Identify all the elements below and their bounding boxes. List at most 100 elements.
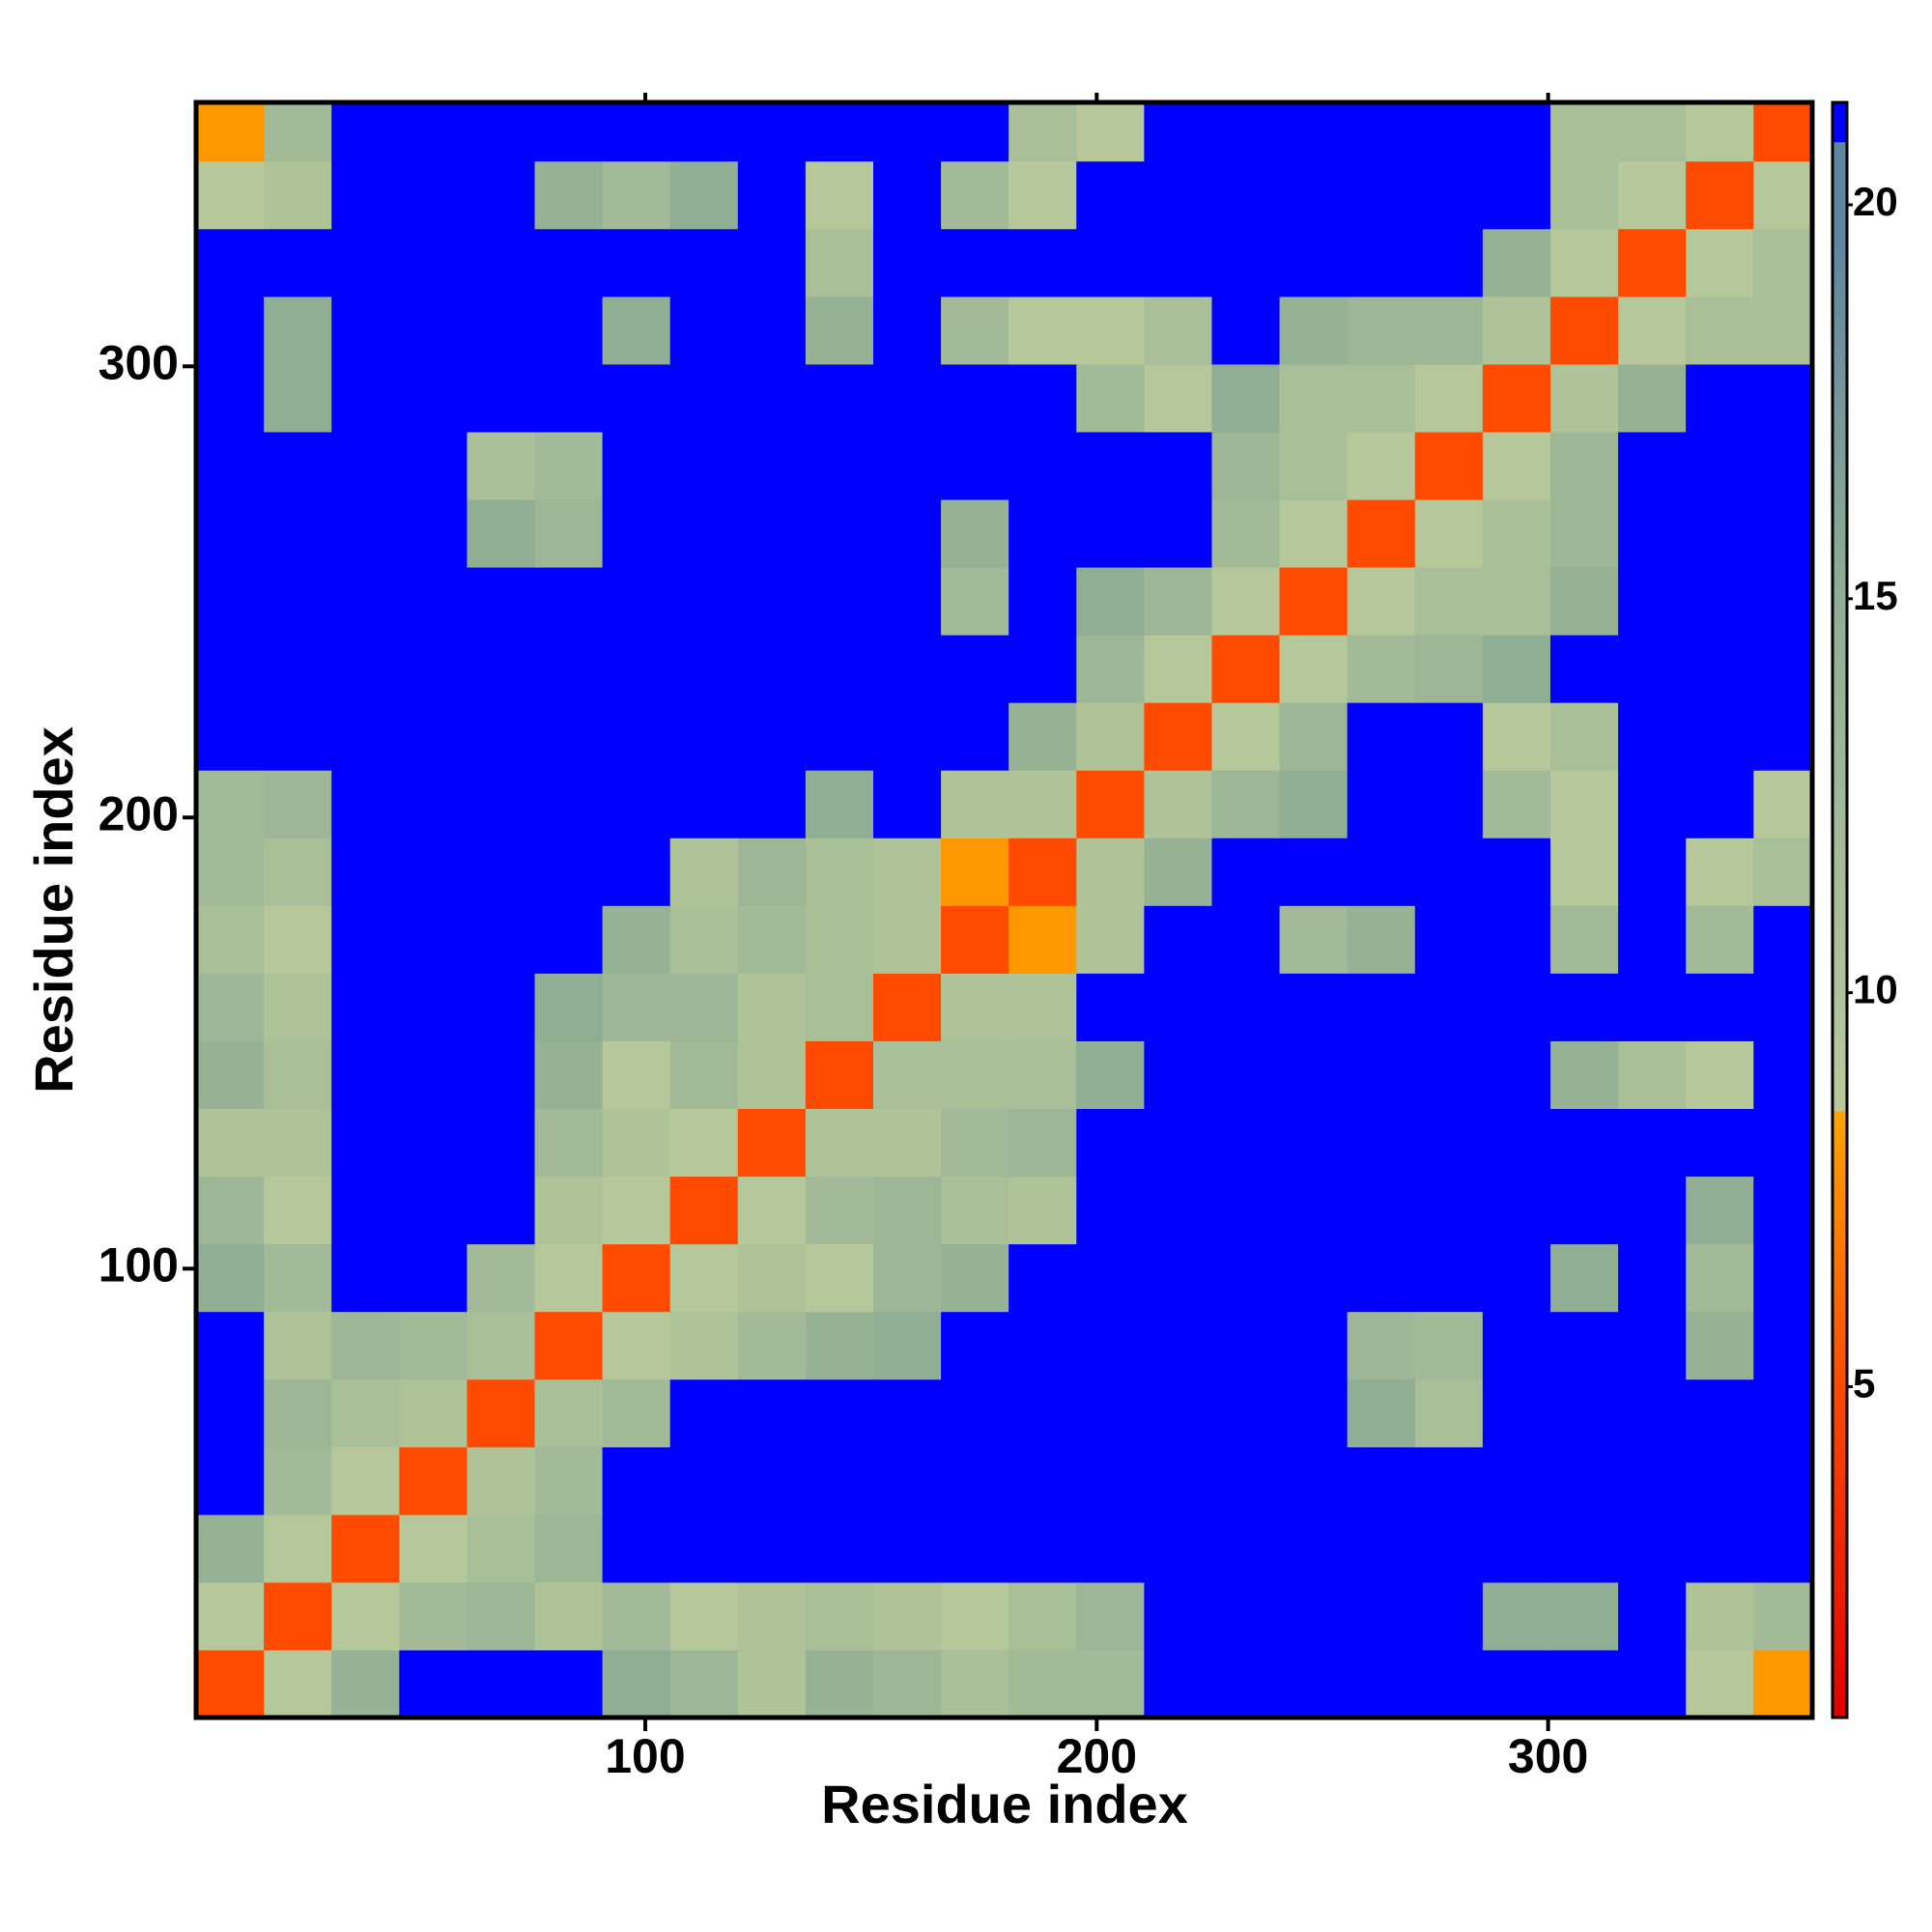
heatmap-cell: [467, 905, 535, 974]
heatmap-cell: [1753, 1446, 1812, 1516]
heatmap-cell: [1347, 1040, 1416, 1109]
heatmap-cell: [1618, 973, 1687, 1041]
heatmap-cell: [1347, 363, 1416, 433]
heatmap-cell: [467, 1176, 535, 1245]
heatmap-cell: [1144, 160, 1212, 230]
heatmap-cell: [941, 1176, 1009, 1245]
heatmap-cell: [941, 567, 1009, 636]
heatmap-cell: [1482, 1243, 1551, 1313]
heatmap-cell: [196, 905, 265, 974]
heatmap-cell: [941, 228, 1009, 298]
heatmap-cell: [1347, 296, 1416, 365]
heatmap-cell: [737, 905, 807, 974]
heatmap-cell: [1414, 770, 1484, 838]
heatmap-cell: [737, 702, 807, 771]
heatmap-cell: [1618, 770, 1687, 838]
heatmap-cell: [669, 1108, 739, 1178]
heatmap-cell: [1347, 1649, 1416, 1718]
heatmap-cell: [1144, 973, 1212, 1041]
heatmap-cell: [1618, 1514, 1687, 1583]
heatmap-cell: [1618, 1311, 1687, 1380]
heatmap-cell: [1347, 431, 1416, 500]
heatmap-cell: [534, 431, 604, 500]
heatmap-cell: [1618, 363, 1687, 433]
heatmap-cell: [264, 1040, 332, 1109]
heatmap-cell: [941, 973, 1009, 1041]
heatmap-cell: [1009, 296, 1077, 365]
heatmap-cell: [1753, 296, 1812, 365]
heatmap-cell: [1414, 228, 1484, 298]
heatmap-cell: [264, 102, 332, 162]
heatmap-cell: [331, 296, 400, 365]
heatmap-cell: [1686, 160, 1754, 230]
heatmap-cell: [669, 160, 739, 230]
heatmap-cell: [1211, 228, 1281, 298]
heatmap-cell: [1211, 635, 1281, 703]
heatmap-cell: [1076, 702, 1145, 771]
heatmap-cell: [1414, 296, 1484, 365]
heatmap-cell: [1549, 1514, 1619, 1583]
heatmap-cell: [264, 1108, 332, 1178]
heatmap-cell: [1549, 1176, 1619, 1245]
heatmap-cell: [602, 1311, 671, 1380]
heatmap-cell: [1549, 1108, 1619, 1178]
heatmap-cell: [1211, 363, 1281, 433]
heatmap-cell: [1144, 838, 1212, 906]
heatmap-cell: [669, 296, 739, 365]
heatmap-cell: [196, 635, 265, 703]
heatmap-cell: [1482, 838, 1551, 906]
heatmap-cell: [1414, 1040, 1484, 1109]
heatmap-cell: [872, 363, 942, 433]
heatmap-cell: [1279, 1108, 1349, 1178]
heatmap-cell: [1144, 1378, 1212, 1448]
heatmap-cell: [1211, 102, 1281, 162]
heatmap-cell: [196, 1649, 265, 1718]
heatmap-cell: [467, 363, 535, 433]
heatmap-cell: [467, 635, 535, 703]
heatmap-cell: [1009, 102, 1077, 162]
heatmap-cell: [872, 1378, 942, 1448]
heatmap-cell: [196, 567, 265, 636]
heatmap-cell: [467, 702, 535, 771]
heatmap-cell: [534, 102, 604, 162]
heatmap-cell: [805, 160, 874, 230]
heatmap-cell: [1279, 635, 1349, 703]
heatmap-cell: [602, 431, 671, 500]
heatmap-cell: [264, 160, 332, 230]
heatmap-cell: [331, 838, 400, 906]
heatmap-cell: [1144, 1176, 1212, 1245]
heatmap-cell: [264, 1446, 332, 1516]
heatmap-cell: [872, 770, 942, 838]
heatmap-cell: [941, 1514, 1009, 1583]
heatmap-cell: [872, 431, 942, 500]
heatmap-cell: [467, 973, 535, 1041]
heatmap-cell: [1211, 1649, 1281, 1718]
heatmap-cell: [1009, 228, 1077, 298]
heatmap-cell: [805, 102, 874, 162]
heatmap-cell: [1009, 431, 1077, 500]
heatmap-cell: [1279, 1649, 1349, 1718]
heatmap-cell: [534, 702, 604, 771]
heatmap-cell: [264, 1649, 332, 1718]
heatmap-cell: [196, 363, 265, 433]
heatmap-cell: [1482, 1649, 1551, 1718]
heatmap-cell: [1144, 635, 1212, 703]
heatmap-cell: [941, 102, 1009, 162]
heatmap-cell: [1549, 1243, 1619, 1313]
heatmap-cell: [1347, 1243, 1416, 1313]
heatmap-cell: [941, 702, 1009, 771]
heatmap-cell: [534, 1176, 604, 1245]
heatmap-cell: [1144, 102, 1212, 162]
heatmap-cell: [534, 1514, 604, 1583]
heatmap-cell: [1279, 296, 1349, 365]
heatmap-cell: [1076, 102, 1145, 162]
heatmap-cell: [1686, 1176, 1754, 1245]
heatmap-cell: [872, 1311, 942, 1380]
heatmap-cell: [1009, 635, 1077, 703]
heatmap-cell: [196, 1514, 265, 1583]
heatmap-cell: [669, 1311, 739, 1380]
heatmap-cell: [1347, 498, 1416, 568]
heatmap-cell: [534, 1311, 604, 1380]
heatmap-cell: [805, 1446, 874, 1516]
heatmap-cell: [872, 1243, 942, 1313]
